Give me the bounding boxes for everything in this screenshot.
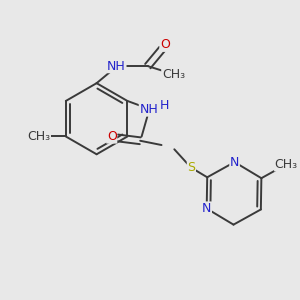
Text: CH₃: CH₃: [27, 130, 50, 143]
Text: S: S: [188, 161, 195, 174]
Text: NH: NH: [140, 103, 158, 116]
Text: N: N: [202, 202, 211, 215]
Text: O: O: [107, 130, 117, 143]
Text: N: N: [230, 156, 239, 169]
Text: CH₃: CH₃: [275, 158, 298, 171]
Text: NH: NH: [107, 60, 126, 73]
Text: CH₃: CH₃: [162, 68, 185, 81]
Text: O: O: [160, 38, 170, 51]
Text: H: H: [160, 99, 169, 112]
